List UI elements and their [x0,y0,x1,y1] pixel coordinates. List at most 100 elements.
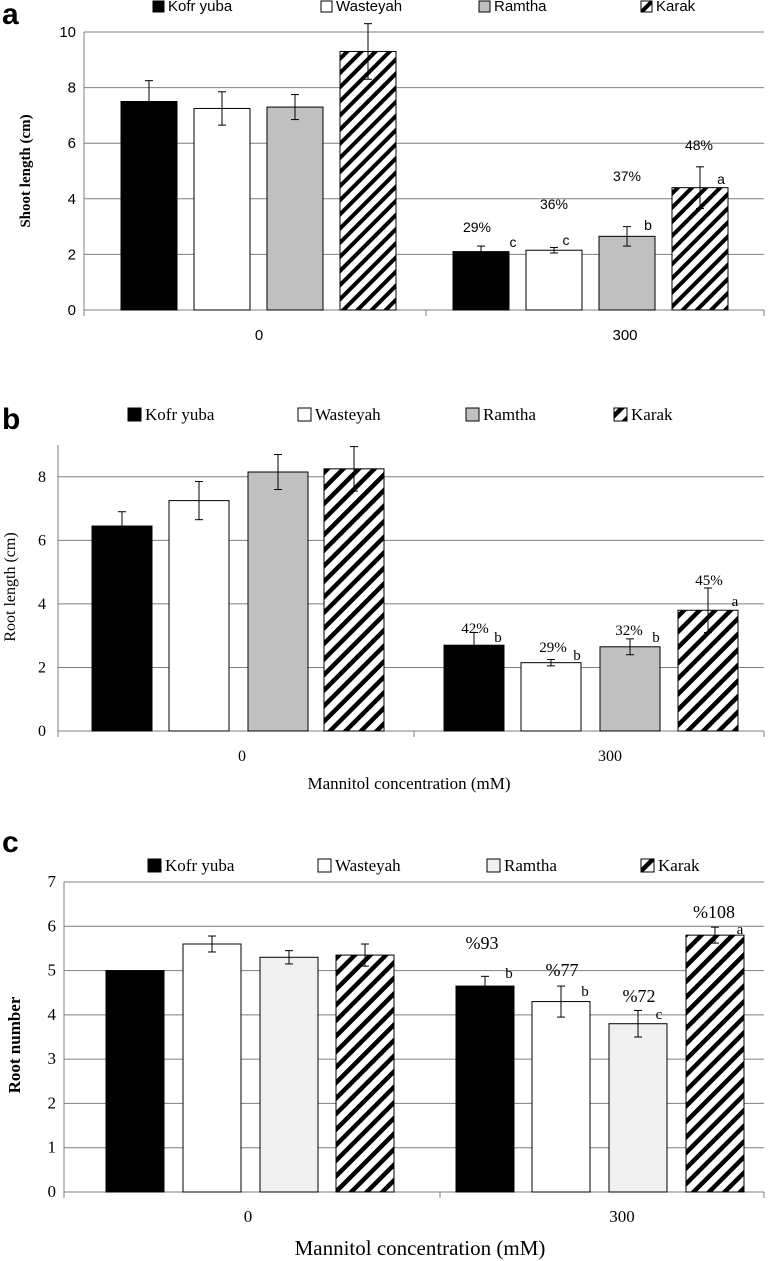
legend-label-karak: Karak [658,856,700,875]
y-axis-label: Shoot length (cm) [18,114,34,227]
legend-swatch-wasteyah [297,407,312,422]
legend: Kofr yuba Wasteyah Ramtha Karak [152,0,696,15]
percent-label: 36% [540,196,568,212]
percent-label: 42% [461,621,489,637]
significance-letter: c [563,232,570,248]
y-tick-label: 2 [38,659,46,676]
percent-label: 29% [463,219,491,235]
error-bar [477,245,485,258]
y-tick-label: 6 [38,532,46,549]
y-tick-label: 7 [48,872,57,891]
error-bar [218,91,226,126]
legend-label-kofr-yuba: Kofr yuba [145,405,215,424]
error-bar [364,23,372,80]
y-axis-label: Root length (cm) [2,532,19,641]
error-bar [361,943,369,967]
legend-label-kofr-yuba: Kofr yuba [168,0,233,15]
bar-wasteyah-300 [531,1001,591,1193]
y-tick-label: 6 [68,135,76,152]
y-tick-label: 2 [48,1093,57,1112]
bar-karak-0 [335,954,395,1193]
percent-label: %93 [466,933,499,953]
legend-label-karak: Karak [631,405,673,424]
legend-swatch-kofr-yuba [147,858,162,873]
legend-label-wasteyah: Wasteyah [315,405,381,424]
bar-ramtha-0 [266,106,324,311]
panel-letter-c: c [2,826,19,859]
percent-label: 32% [615,623,643,639]
legend-swatch-wasteyah [320,0,333,13]
x-tick-label: 0 [244,1207,253,1226]
percent-label: %77 [546,960,579,980]
error-bar [481,975,489,997]
error-bar [470,631,478,659]
chart-panel-b: 0 2 4 6 8 0 300 Root length (cm) Mannitol concen… [2,405,765,793]
legend-label-karak: Karak [656,0,696,15]
y-tick-label: 0 [38,723,46,740]
error-bar [711,926,719,944]
legend-label-kofr-yuba: Kofr yuba [165,856,235,875]
percent-label: 45% [695,573,723,589]
chart-panel-a: 0 2 4 6 8 10 0 300 Shoot length (cm) 29% c 36% c 37% b… [18,0,765,344]
legend-label-wasteyah: Wasteyah [336,0,402,15]
error-bar [291,94,299,121]
bar-wasteyah-300 [525,249,583,311]
bar-kofr-yuba-0 [105,970,165,1193]
panel-letter-b: b [2,403,20,436]
significance-letter: b [581,984,589,1000]
y-tick-label: 1 [48,1138,57,1157]
y-tick-label: 5 [48,961,57,980]
x-tick-label: 0 [238,748,246,765]
error-bar [550,246,558,254]
percent-label: 29% [539,640,567,656]
y-tick-label: 8 [38,469,46,486]
x-tick-label: 0 [255,327,263,344]
x-tick-label: 300 [612,327,637,344]
error-bar [274,454,282,490]
significance-letter: c [656,1007,663,1023]
significance-letter: b [573,648,581,664]
bar-kofr-yuba-0 [120,101,178,311]
legend-label-ramtha: Ramtha [494,0,547,15]
y-tick-label: 3 [48,1049,57,1068]
significance-letter: b [505,966,513,982]
bar-karak-0 [339,50,397,311]
error-bar [623,226,631,247]
legend-swatch-ramtha [465,407,480,422]
y-tick-label: 4 [48,1005,57,1024]
y-tick-label: 0 [48,1182,57,1201]
bar-karak-300 [685,934,745,1193]
error-bar [145,80,153,123]
y-tick-label: 4 [38,596,46,613]
y-axis-label: Root number [5,996,24,1093]
legend-swatch-kofr-yuba [152,0,165,13]
bar-kofr-yuba-0 [91,525,153,732]
legend-label-ramtha: Ramtha [504,856,557,875]
x-axis-label: Mannitol concentration (mM) [307,774,510,793]
legend-swatch-karak [640,858,655,873]
percent-label: %108 [693,902,735,922]
bar-ramtha-0 [247,471,309,732]
y-tick-label: 8 [68,80,76,97]
legend-label-wasteyah: Wasteyah [335,856,401,875]
error-bar [626,638,634,656]
bar-wasteyah-0 [193,107,251,311]
chart-panel-c: 0 1 2 3 4 5 6 7 0 300 Root number Mannitol concentr… [5,856,765,1260]
x-tick-label: 300 [598,748,622,765]
legend-swatch-karak [640,0,653,13]
bar-wasteyah-0 [168,500,230,732]
error-bar [557,985,565,1018]
legend-swatch-ramtha [486,858,501,873]
bar-karak-0 [323,468,385,732]
x-tick-label: 300 [609,1207,635,1226]
bar-kofr-yuba-300 [443,644,505,732]
error-bar [547,659,555,667]
error-bar [704,587,712,633]
bar-kofr-yuba-300 [455,985,515,1193]
legend-swatch-kofr-yuba [127,407,142,422]
error-bar [208,935,216,953]
error-bar [195,481,203,521]
legend-swatch-karak [613,407,628,422]
panel-letter-a: a [2,0,19,31]
